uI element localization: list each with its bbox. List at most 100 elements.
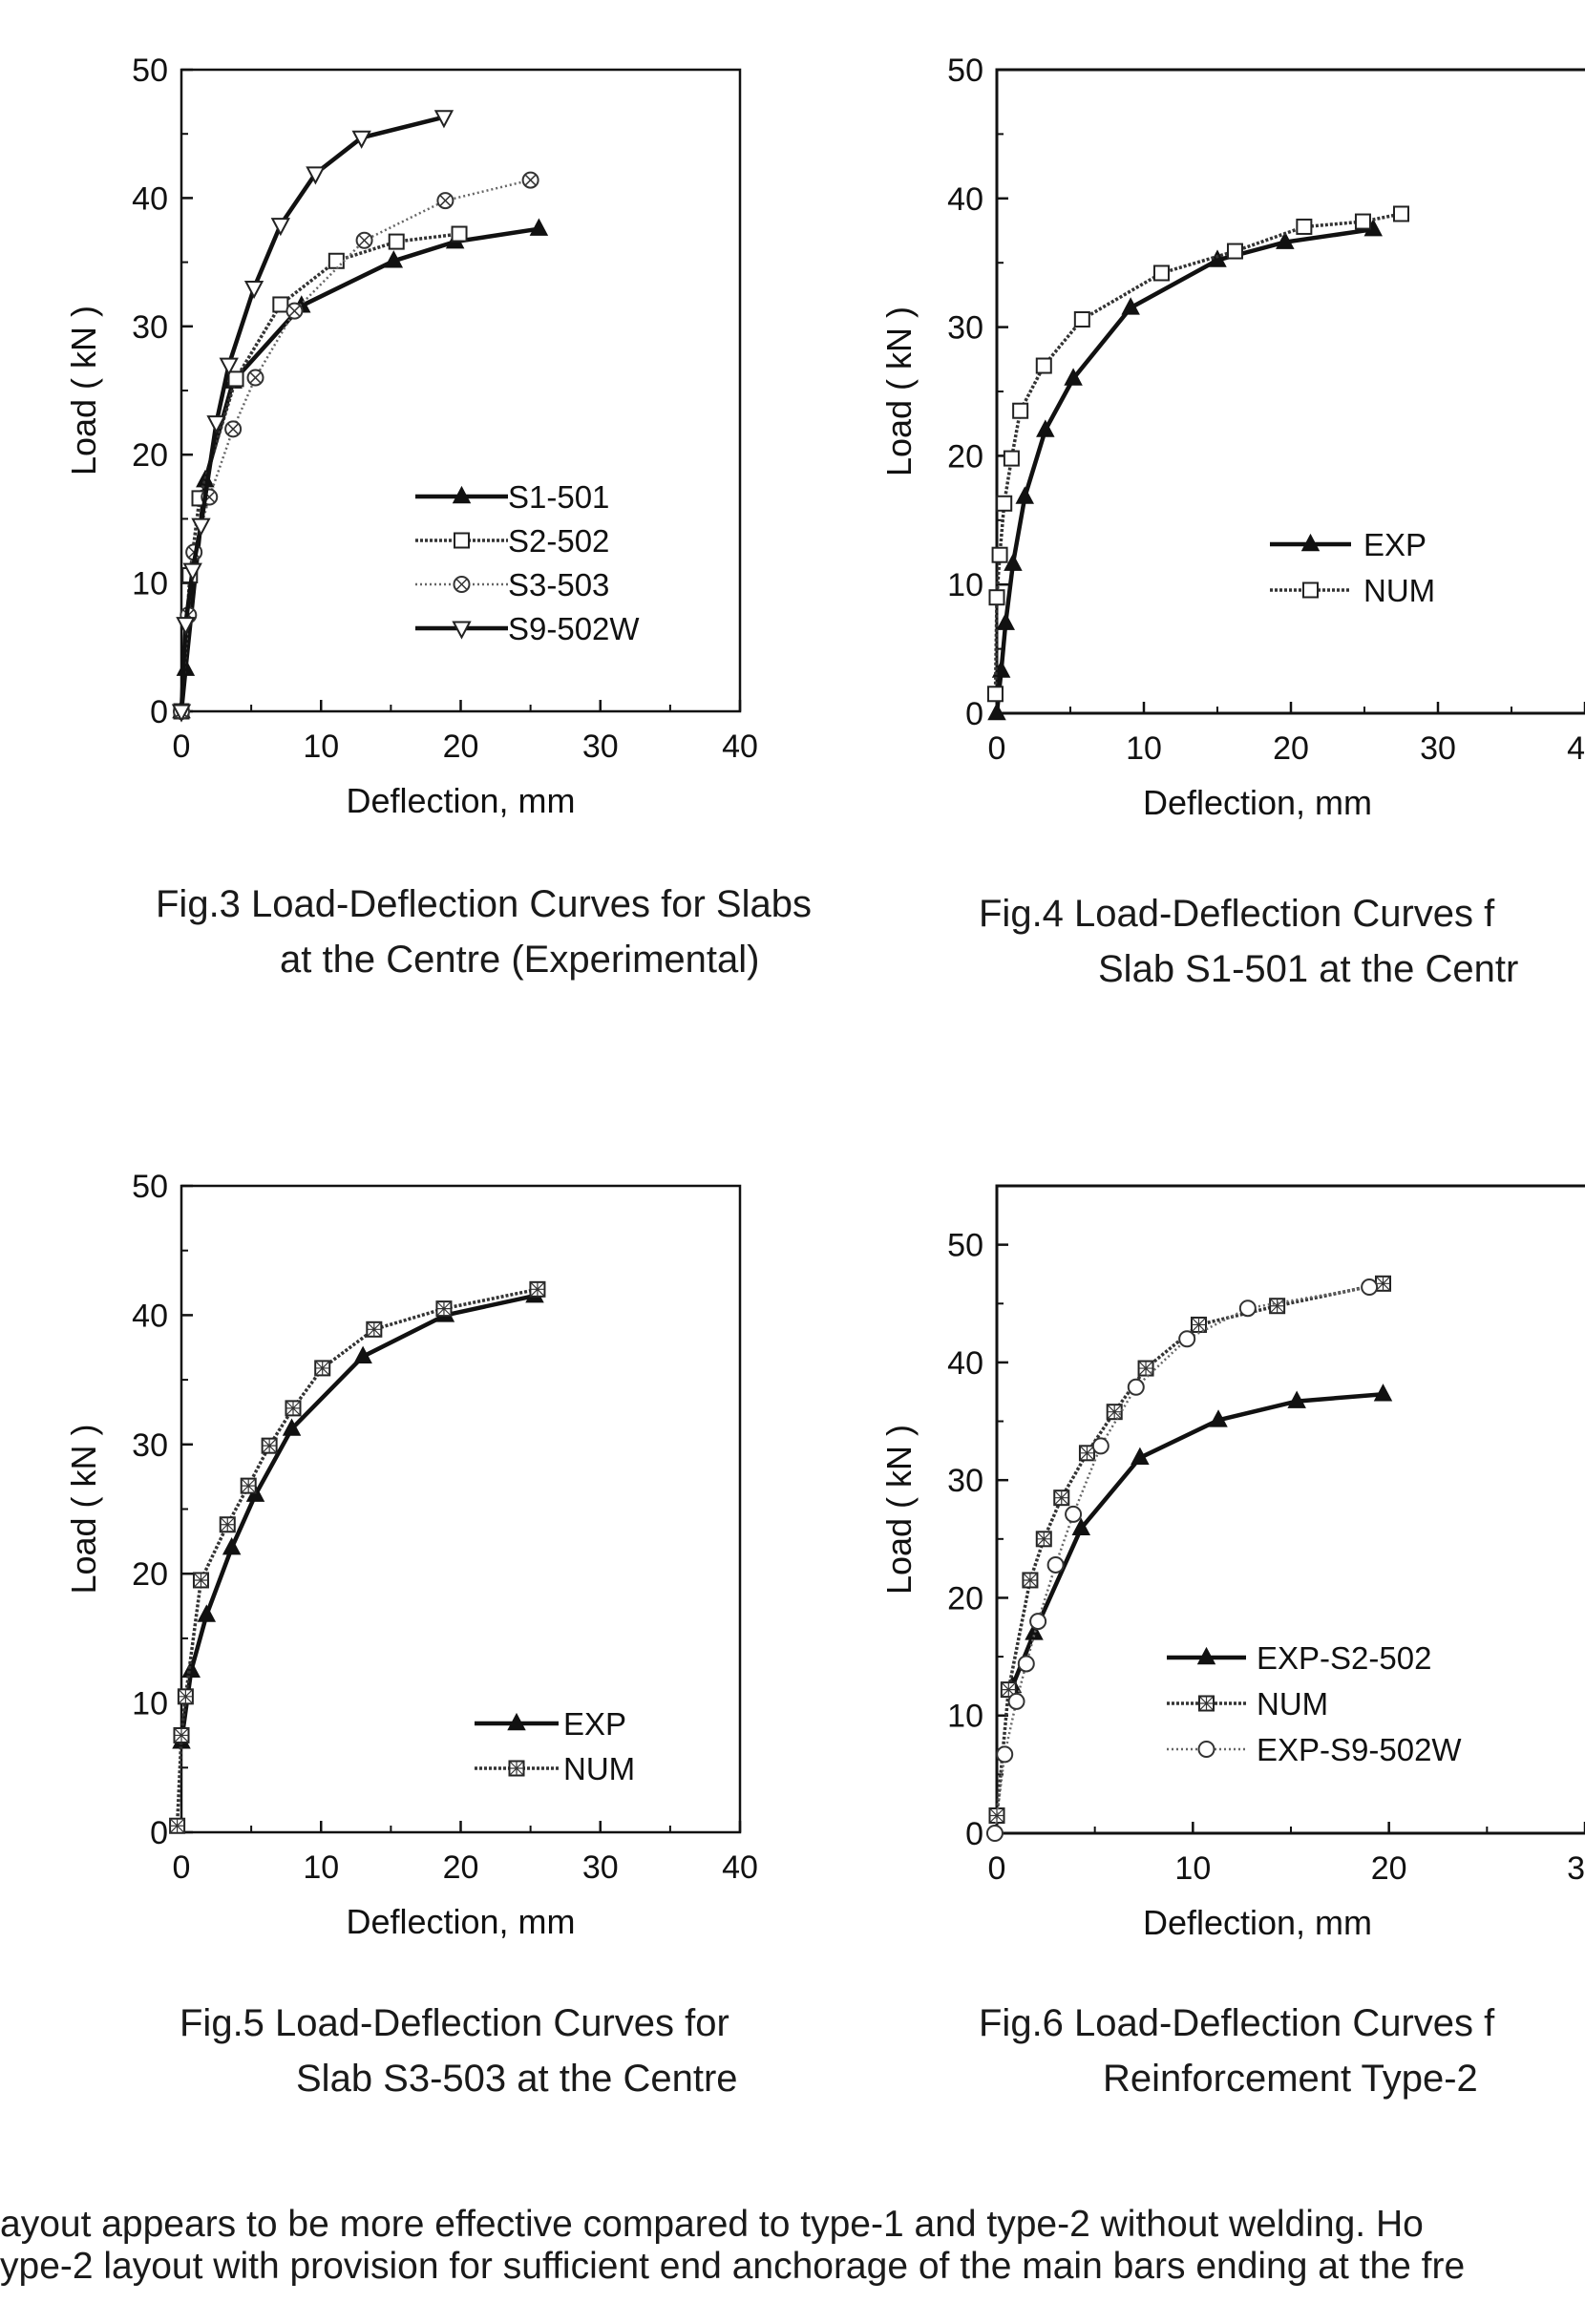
- fig5-caption-line2: Slab S3-503 at the Centre: [296, 2058, 738, 2100]
- data-point: [1137, 1360, 1154, 1377]
- x-axis-label: Deflection, mm: [1143, 1903, 1372, 1942]
- plot-frame: [995, 68, 1585, 715]
- data-point: [1053, 1489, 1070, 1507]
- data-point: [1078, 1445, 1095, 1462]
- data-point: [1276, 231, 1295, 249]
- data-point: [529, 1280, 546, 1298]
- chart-1: 0 10 20 30 40 0 10 20 30 40 50 Deflection, mm Load (…: [64, 53, 758, 820]
- data-point: [1012, 402, 1029, 419]
- data-point: [1091, 1437, 1110, 1455]
- y-tick-label: 40: [132, 1298, 168, 1334]
- y-tick-label: 30: [947, 310, 983, 347]
- y-tick-label: 50: [132, 53, 168, 89]
- data-point: [355, 231, 373, 249]
- fig6-caption: Fig.6 Load-Deflection Curves f Reinforce…: [979, 1996, 1494, 2106]
- data-point: [1269, 1298, 1286, 1315]
- fig3-caption: Fig.3 Load-Deflection Curves for Slabs a…: [156, 877, 812, 987]
- x-tick-label: 30: [1567, 1850, 1585, 1887]
- legend-swatch-marker: [452, 485, 472, 504]
- legend-label: S3-503: [508, 567, 609, 602]
- legend-label: NUM: [1363, 573, 1435, 608]
- legend-label: EXP-S2-502: [1257, 1640, 1431, 1676]
- y-tick-label: 10: [947, 1699, 983, 1735]
- x-tick-label: 30: [582, 1849, 619, 1886]
- series-num: [988, 1275, 1392, 1825]
- data-point: [1238, 1299, 1257, 1318]
- legend-label: EXP: [563, 1706, 626, 1742]
- data-point: [285, 1400, 302, 1417]
- y-tick-label: 50: [132, 1169, 168, 1205]
- data-point: [991, 546, 1008, 563]
- data-point: [996, 1745, 1014, 1764]
- legend-swatch-marker: [1302, 581, 1319, 599]
- legend-label: S2-502: [508, 523, 609, 559]
- data-point: [996, 612, 1015, 630]
- y-tick-label: 30: [132, 1427, 168, 1464]
- series-line: [180, 179, 531, 712]
- series-line: [993, 1285, 1370, 1834]
- legend-entry: NUM: [475, 1751, 635, 1786]
- data-point: [1287, 1390, 1306, 1408]
- data-point: [192, 1572, 209, 1589]
- data-point: [1375, 1275, 1392, 1292]
- legend-entry: S2-502: [415, 523, 609, 559]
- x-tick-label: 0: [988, 730, 1006, 767]
- fig3-caption-line2: at the Centre (Experimental): [280, 939, 760, 981]
- fig4-caption-line2: Slab S1-501 at the Centr: [1098, 948, 1519, 990]
- data-point: [1373, 1384, 1393, 1402]
- series-num: [169, 1280, 546, 1834]
- series-line: [175, 1287, 539, 1827]
- data-point: [1017, 1655, 1035, 1673]
- data-point: [314, 1360, 331, 1377]
- y-tick-label: 10: [132, 1686, 168, 1722]
- data-point: [240, 1477, 257, 1494]
- x-tick-label: 0: [173, 1849, 191, 1886]
- y-tick-label: 20: [947, 438, 983, 475]
- fig4-caption: Fig.4 Load-Deflection Curves f Slab S1-5…: [979, 886, 1518, 997]
- legend-swatch-marker: [454, 532, 470, 549]
- data-point: [197, 1604, 217, 1622]
- series-s3-503: [173, 171, 539, 720]
- y-tick-label: 0: [965, 696, 983, 732]
- legend-swatch-marker: [453, 576, 471, 593]
- series-line: [179, 115, 445, 712]
- legend-swatch-marker: [1198, 1695, 1215, 1712]
- series-s9-502w: [171, 110, 454, 723]
- x-tick-label: 10: [1174, 1850, 1211, 1887]
- data-point: [1065, 1505, 1083, 1523]
- y-tick-label: 10: [132, 566, 168, 602]
- legend-label: EXP-S9-502W: [1257, 1732, 1462, 1767]
- body-text-line1: ayout appears to be more effective compa…: [0, 2204, 1424, 2245]
- data-point: [1209, 1409, 1228, 1427]
- y-tick-label: 20: [947, 1580, 983, 1616]
- x-axis-label: Deflection, mm: [346, 1902, 575, 1941]
- data-point: [261, 1437, 278, 1454]
- data-point: [986, 686, 1004, 703]
- data-point: [1007, 1692, 1025, 1710]
- data-point: [182, 562, 202, 581]
- x-tick-label: 0: [173, 729, 191, 765]
- data-point: [521, 171, 539, 189]
- fig5-caption-line1: Fig.5 Load-Deflection Curves for: [180, 2002, 729, 2044]
- data-point: [1106, 1404, 1123, 1421]
- data-point: [529, 218, 549, 236]
- x-tick-label: 0: [988, 1850, 1006, 1887]
- series-exp: [987, 219, 1383, 721]
- data-point: [227, 370, 244, 388]
- data-point: [243, 280, 264, 300]
- y-tick-label: 0: [150, 1815, 168, 1851]
- series-num: [986, 205, 1409, 703]
- series-line: [994, 226, 1374, 714]
- x-axis-label: Deflection, mm: [1143, 783, 1372, 822]
- data-point: [384, 250, 404, 268]
- data-point: [1035, 357, 1052, 374]
- data-point: [1152, 264, 1170, 282]
- data-point: [1127, 1378, 1145, 1396]
- legend-entry: EXP-S9-502W: [1167, 1732, 1462, 1767]
- y-axis-label: Load ( kN ): [64, 306, 103, 475]
- data-point: [176, 617, 196, 636]
- fig5-caption: Fig.5 Load-Deflection Curves for Slab S3…: [180, 1996, 738, 2106]
- data-point: [306, 166, 326, 185]
- series-line: [179, 226, 539, 712]
